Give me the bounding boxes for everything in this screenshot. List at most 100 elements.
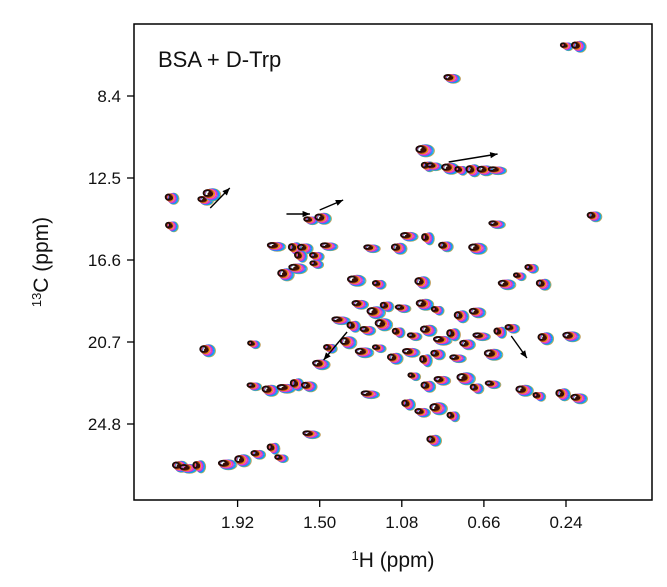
peak bbox=[483, 348, 504, 361]
peak-core bbox=[307, 218, 313, 222]
peak-core bbox=[395, 246, 401, 250]
y-tick-label: 16.6 bbox=[88, 251, 121, 270]
peak-core bbox=[371, 309, 378, 315]
peak-core bbox=[169, 224, 173, 228]
peak-core bbox=[473, 246, 480, 250]
shift-arrow bbox=[209, 187, 231, 209]
peak-core bbox=[406, 350, 413, 354]
peak-core bbox=[474, 386, 478, 390]
peak-core bbox=[292, 245, 297, 251]
peak bbox=[493, 326, 508, 339]
peak bbox=[430, 305, 445, 316]
peak-core bbox=[365, 392, 372, 396]
peak-core bbox=[528, 266, 533, 270]
peak-core bbox=[437, 338, 444, 342]
peak bbox=[476, 165, 495, 177]
x-tick-label: 1.50 bbox=[303, 513, 336, 532]
peak bbox=[414, 276, 431, 290]
peak-core bbox=[202, 198, 207, 202]
peak bbox=[449, 354, 467, 364]
peak-core bbox=[251, 342, 255, 346]
peak bbox=[469, 383, 485, 395]
peak bbox=[314, 212, 332, 225]
peak bbox=[443, 73, 461, 84]
peak-core bbox=[520, 388, 526, 392]
x-axis-title-main: H (ppm) bbox=[359, 549, 435, 572]
peak-core bbox=[271, 244, 278, 248]
peak bbox=[415, 298, 435, 311]
peak bbox=[414, 407, 431, 418]
peak bbox=[266, 241, 287, 252]
peak bbox=[379, 301, 395, 313]
peak-core bbox=[196, 463, 201, 469]
peak bbox=[432, 335, 453, 346]
peak bbox=[468, 307, 487, 319]
peak bbox=[199, 344, 216, 358]
peak bbox=[421, 232, 435, 246]
peak bbox=[351, 299, 370, 310]
peak-core bbox=[461, 375, 468, 381]
peak bbox=[390, 242, 408, 255]
peak-contour bbox=[407, 372, 414, 378]
peak bbox=[402, 347, 421, 358]
x-tick-label: 1.92 bbox=[221, 513, 254, 532]
peak-core bbox=[502, 282, 509, 286]
peak-core bbox=[419, 279, 424, 285]
peak-contour bbox=[512, 272, 519, 278]
peak bbox=[524, 263, 540, 274]
peak-core bbox=[222, 462, 229, 466]
peak bbox=[192, 460, 207, 474]
peak bbox=[446, 411, 461, 423]
peak-core bbox=[238, 457, 245, 463]
peak bbox=[555, 388, 572, 402]
peak-contour bbox=[559, 42, 566, 48]
peak bbox=[456, 372, 476, 386]
y-axis-title-sup: 13 bbox=[29, 293, 44, 307]
shift-arrow bbox=[286, 210, 310, 218]
peak-core bbox=[301, 246, 307, 250]
arrows-layer bbox=[209, 152, 528, 361]
peak-core bbox=[420, 302, 427, 306]
peak-core bbox=[453, 356, 460, 360]
peak bbox=[391, 327, 406, 339]
peak-core bbox=[438, 378, 444, 382]
peak-core bbox=[542, 335, 547, 341]
peak-core bbox=[411, 374, 416, 378]
peak-core bbox=[497, 330, 502, 334]
peak bbox=[247, 340, 261, 350]
peak bbox=[366, 306, 386, 320]
shift-arrow-head bbox=[222, 188, 230, 196]
peak bbox=[426, 434, 442, 447]
peak-core bbox=[509, 326, 514, 330]
peak bbox=[294, 250, 308, 263]
peak bbox=[512, 272, 527, 282]
shift-arrow bbox=[448, 152, 498, 163]
x-axis-ticks: 1.92 1.50 1.08 0.66 0.24 bbox=[221, 500, 583, 532]
peak bbox=[374, 318, 394, 332]
peak-core bbox=[359, 350, 366, 354]
peak bbox=[406, 332, 423, 342]
peak bbox=[288, 263, 308, 275]
peak-core bbox=[379, 321, 386, 327]
peak-core bbox=[492, 168, 499, 172]
peak bbox=[532, 391, 547, 402]
y-tick-label: 12.5 bbox=[88, 169, 121, 188]
peak-core bbox=[327, 346, 332, 350]
peak bbox=[371, 279, 387, 290]
peak-core bbox=[307, 432, 313, 436]
peak bbox=[562, 331, 581, 343]
peak-core bbox=[473, 310, 479, 314]
peak-core bbox=[458, 313, 463, 319]
peak-core bbox=[470, 167, 475, 173]
peak-core bbox=[344, 339, 350, 345]
peak bbox=[274, 454, 289, 464]
peak bbox=[287, 242, 303, 256]
peak bbox=[302, 430, 321, 440]
peak-core bbox=[399, 306, 405, 310]
peak bbox=[202, 188, 222, 202]
peak bbox=[419, 354, 433, 368]
shift-arrow-head bbox=[335, 200, 344, 206]
peak bbox=[386, 352, 404, 365]
peak bbox=[277, 268, 295, 282]
peak bbox=[217, 459, 238, 471]
